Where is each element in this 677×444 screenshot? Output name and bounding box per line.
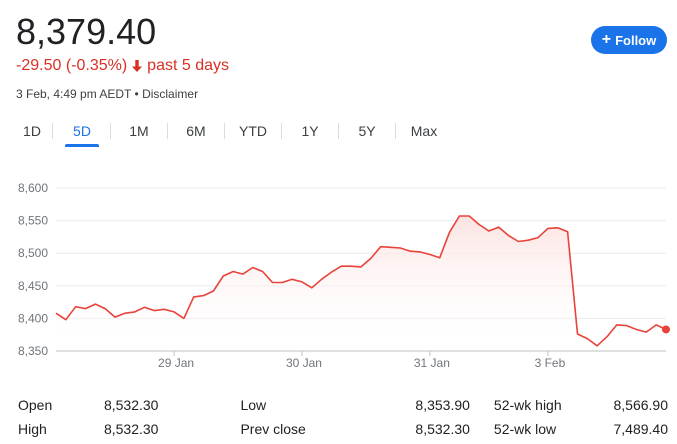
stat-value-low: 8,353.90 <box>415 397 470 413</box>
stat-value-prev-close: 8,532.30 <box>415 421 470 437</box>
latest-point <box>662 325 670 334</box>
y-tick-label: 8,400 <box>18 311 48 325</box>
follow-button[interactable]: + Follow <box>591 26 667 54</box>
price-chart[interactable]: 8,600 8,550 8,500 8,450 8,400 8,350 29 Jan 30 J… <box>0 170 677 380</box>
stat-value-open: 8,532.30 <box>103 397 159 413</box>
tab-1y[interactable]: 1Y <box>301 123 319 139</box>
tab-1d[interactable]: 1D <box>23 123 41 139</box>
y-tick-label: 8,450 <box>18 279 48 293</box>
stat-value-high: 8,532.30 <box>103 421 159 437</box>
plus-icon: + <box>601 30 612 48</box>
x-tick-label: 3 Feb <box>535 356 566 370</box>
stats-table: Open 8,532.30 Low 8,353.90 52-wk high 8,… <box>18 396 668 444</box>
price-area <box>56 216 666 351</box>
current-price: 8,379.40 <box>16 11 157 52</box>
arrow-down-icon <box>132 60 143 72</box>
stat-label-open: Open <box>18 397 53 413</box>
x-tick-label: 30 Jan <box>286 356 322 370</box>
tab-5y[interactable]: 5Y <box>358 123 376 139</box>
follow-label: Follow <box>615 32 657 48</box>
stat-label-52wk-low: 52-wk low <box>493 421 557 437</box>
stat-label-high: High <box>18 421 47 437</box>
tab-1m[interactable]: 1M <box>129 123 149 139</box>
quote-meta: 3 Feb, 4:49 pm AEDT • Disclaimer <box>16 86 198 102</box>
stat-value-52wk-high: 8,566.90 <box>613 397 669 413</box>
y-tick-label: 8,500 <box>18 246 48 260</box>
disclaimer-link[interactable]: Disclaimer <box>142 87 199 101</box>
y-tick-label: 8,350 <box>18 344 48 358</box>
stat-value-52wk-low: 7,489.40 <box>613 421 669 437</box>
price-change: -29.50 (-0.35%) past 5 days <box>16 56 229 76</box>
tab-divider <box>281 123 282 139</box>
quote-timestamp: 3 Feb, 4:49 pm AEDT <box>16 87 132 101</box>
meta-separator: • <box>134 87 139 101</box>
tab-divider <box>224 123 225 139</box>
stats-row: Open 8,532.30 Low 8,353.90 52-wk high 8,… <box>18 396 668 420</box>
change-value: -29.50 (-0.35%) <box>16 57 128 74</box>
tab-5d[interactable]: 5D <box>65 118 99 147</box>
tab-divider <box>52 123 53 139</box>
stats-row: High 8,532.30 Prev close 8,532.30 52-wk … <box>18 420 668 444</box>
stat-label-low: Low <box>240 397 267 413</box>
x-tick-label: 29 Jan <box>158 356 194 370</box>
change-period: past 5 days <box>147 57 229 74</box>
tab-max[interactable]: Max <box>410 123 438 139</box>
tab-6m[interactable]: 6M <box>186 123 206 139</box>
tab-divider <box>110 123 111 139</box>
x-tick-label: 31 Jan <box>414 356 450 370</box>
tab-ytd[interactable]: YTD <box>239 123 267 139</box>
tab-divider <box>167 123 168 139</box>
y-tick-label: 8,550 <box>18 214 48 228</box>
price-line <box>55 215 667 347</box>
tab-divider <box>395 123 396 139</box>
range-tabs: 1D 5D 1M 6M YTD 1Y 5Y Max <box>12 118 441 148</box>
y-tick-label: 8,600 <box>18 181 48 195</box>
stat-label-prev-close: Prev close <box>240 421 306 437</box>
tab-divider <box>338 123 339 139</box>
stat-label-52wk-high: 52-wk high <box>493 397 562 413</box>
